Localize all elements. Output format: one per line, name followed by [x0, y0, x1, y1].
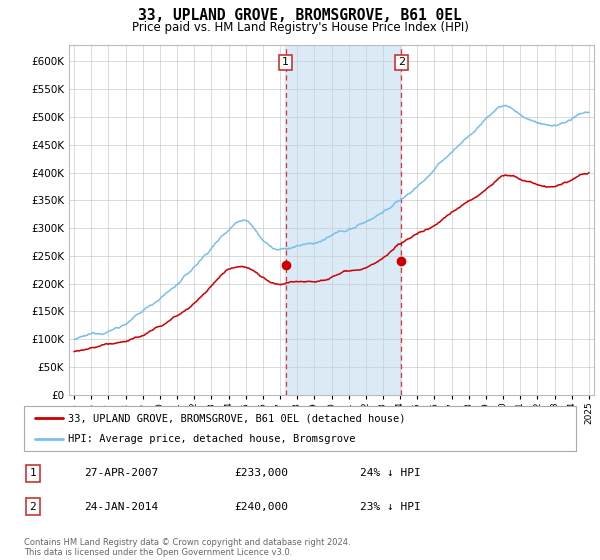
Text: 2: 2	[398, 57, 405, 67]
Text: HPI: Average price, detached house, Bromsgrove: HPI: Average price, detached house, Brom…	[68, 433, 356, 444]
Text: 24-JAN-2014: 24-JAN-2014	[84, 502, 158, 512]
Text: £240,000: £240,000	[234, 502, 288, 512]
Text: Contains HM Land Registry data © Crown copyright and database right 2024.
This d: Contains HM Land Registry data © Crown c…	[24, 538, 350, 557]
Bar	[285, 45, 401, 395]
Text: Price paid vs. HM Land Registry's House Price Index (HPI): Price paid vs. HM Land Registry's House …	[131, 21, 469, 34]
Text: 1: 1	[282, 57, 289, 67]
Text: 1: 1	[29, 468, 37, 478]
Text: 33, UPLAND GROVE, BROMSGROVE, B61 0EL: 33, UPLAND GROVE, BROMSGROVE, B61 0EL	[138, 8, 462, 24]
Text: 24% ↓ HPI: 24% ↓ HPI	[360, 468, 421, 478]
Text: 23% ↓ HPI: 23% ↓ HPI	[360, 502, 421, 512]
Text: £233,000: £233,000	[234, 468, 288, 478]
Text: 33, UPLAND GROVE, BROMSGROVE, B61 0EL (detached house): 33, UPLAND GROVE, BROMSGROVE, B61 0EL (d…	[68, 413, 406, 423]
Text: 2: 2	[29, 502, 37, 512]
Text: 27-APR-2007: 27-APR-2007	[84, 468, 158, 478]
